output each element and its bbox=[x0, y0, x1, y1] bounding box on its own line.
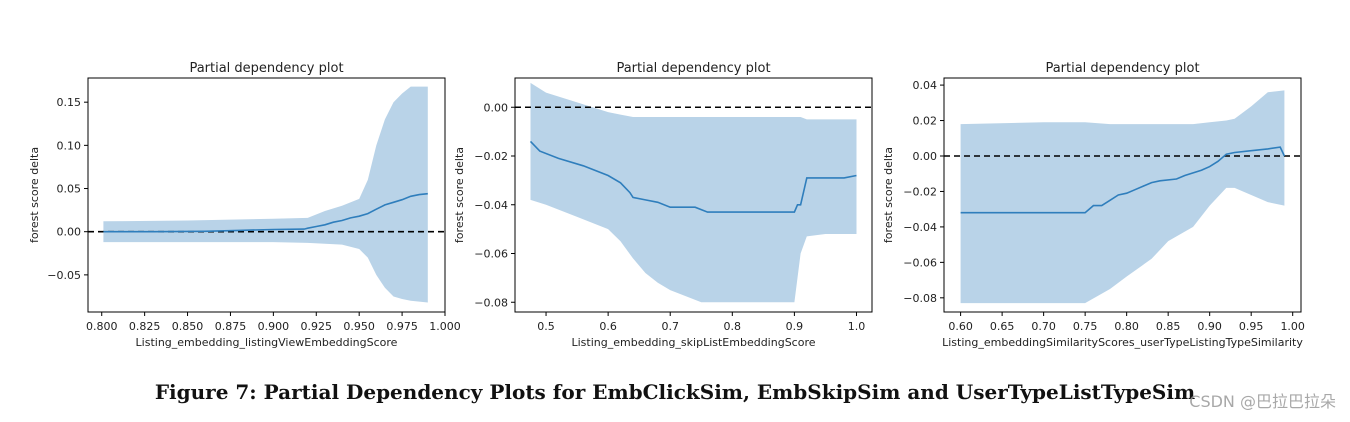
confidence-band bbox=[530, 82, 857, 303]
x-tick-label: 0.875 bbox=[215, 320, 247, 333]
chart-title: Partial dependency plot bbox=[189, 61, 343, 76]
x-tick-label: 0.950 bbox=[343, 320, 375, 333]
chart-panel-2: 0.5 0.6 0.7 0.8 0.9 1.0 −0.08 −0.06 −0.04 −0.02 0.… bbox=[453, 61, 873, 349]
y-axis-label: forest score delta bbox=[882, 147, 895, 243]
watermark: CSDN @巴拉巴拉朵 bbox=[1189, 392, 1336, 411]
y-tick-label: −0.05 bbox=[47, 269, 81, 282]
series-line-mean bbox=[960, 146, 1286, 214]
x-tick-label: 0.90 bbox=[1197, 320, 1222, 333]
y-tick-label: −0.02 bbox=[903, 185, 937, 198]
y-tick-label: −0.02 bbox=[474, 150, 508, 163]
y-tick-label: 0.15 bbox=[57, 96, 82, 109]
confidence-band bbox=[960, 90, 1285, 304]
y-tick-label: −0.04 bbox=[903, 221, 937, 234]
x-tick-label: 0.6 bbox=[599, 320, 617, 333]
x-tick-label: 1.0 bbox=[848, 320, 866, 333]
y-tick-label: 0.00 bbox=[57, 226, 82, 239]
x-tick-label: 0.7 bbox=[661, 320, 679, 333]
y-axis-label: forest score delta bbox=[453, 147, 466, 243]
y-tick-label: 0.10 bbox=[57, 139, 82, 152]
y-tick-label: −0.08 bbox=[903, 292, 937, 305]
series-line-mean bbox=[529, 140, 857, 213]
x-tick-label: 0.9 bbox=[786, 320, 804, 333]
plot-frame bbox=[943, 77, 1302, 313]
y-tick-label: 0.00 bbox=[913, 150, 938, 163]
x-tick-label: 0.825 bbox=[129, 320, 161, 333]
x-tick-label: 0.60 bbox=[948, 320, 973, 333]
plot-frame bbox=[514, 77, 873, 313]
chart-title: Partial dependency plot bbox=[616, 61, 770, 76]
x-tick-label: 0.925 bbox=[301, 320, 333, 333]
x-tick-label: 0.975 bbox=[386, 320, 418, 333]
x-tick-label: 0.75 bbox=[1073, 320, 1098, 333]
x-tick-label: 0.5 bbox=[537, 320, 555, 333]
x-tick-label: 0.80 bbox=[1114, 320, 1139, 333]
x-axis-label: Listing_embedding_skipListEmbeddingScore bbox=[571, 336, 815, 349]
y-axis-label: forest score delta bbox=[28, 147, 41, 243]
y-tick-label: −0.06 bbox=[474, 248, 508, 261]
chart-panel-1: 0.800 0.825 0.850 0.875 0.900 0.925 0.950 0.975… bbox=[28, 61, 461, 349]
y-tick-label: −0.04 bbox=[474, 199, 508, 212]
y-tick-label: 0.04 bbox=[913, 79, 938, 92]
x-tick-label: 0.800 bbox=[86, 320, 118, 333]
y-tick-label: −0.06 bbox=[903, 256, 937, 269]
plot-frame bbox=[87, 77, 446, 313]
figure-caption: Figure 7: Partial Dependency Plots for E… bbox=[154, 380, 1196, 404]
x-tick-label: 0.850 bbox=[172, 320, 204, 333]
x-tick-label: 0.70 bbox=[1031, 320, 1056, 333]
chart-title: Partial dependency plot bbox=[1045, 61, 1199, 76]
x-tick-label: 0.8 bbox=[724, 320, 742, 333]
chart-panel-3: 0.60 0.65 0.70 0.75 0.80 0.85 0.90 0.95 1.00 −0.0… bbox=[882, 61, 1305, 349]
x-tick-label: 0.65 bbox=[990, 320, 1015, 333]
y-tick-label: 0.00 bbox=[484, 101, 509, 114]
series-line-mean bbox=[103, 192, 428, 233]
y-tick-label: 0.02 bbox=[913, 115, 938, 128]
x-axis-label: Listing_embedding_listingViewEmbeddingSc… bbox=[136, 336, 398, 349]
charts-figure: 0.800 0.825 0.850 0.875 0.900 0.925 0.950 0.975… bbox=[28, 61, 1305, 349]
x-tick-label: 1.000 bbox=[429, 320, 461, 333]
x-axis-label: Listing_embeddingSimilarityScores_userTy… bbox=[942, 336, 1303, 349]
y-tick-label: 0.05 bbox=[57, 183, 82, 196]
x-tick-label: 1.00 bbox=[1280, 320, 1305, 333]
x-tick-label: 0.85 bbox=[1156, 320, 1181, 333]
x-tick-label: 0.900 bbox=[258, 320, 290, 333]
confidence-band bbox=[103, 86, 428, 303]
x-tick-label: 0.95 bbox=[1239, 320, 1264, 333]
y-tick-label: −0.08 bbox=[474, 296, 508, 309]
